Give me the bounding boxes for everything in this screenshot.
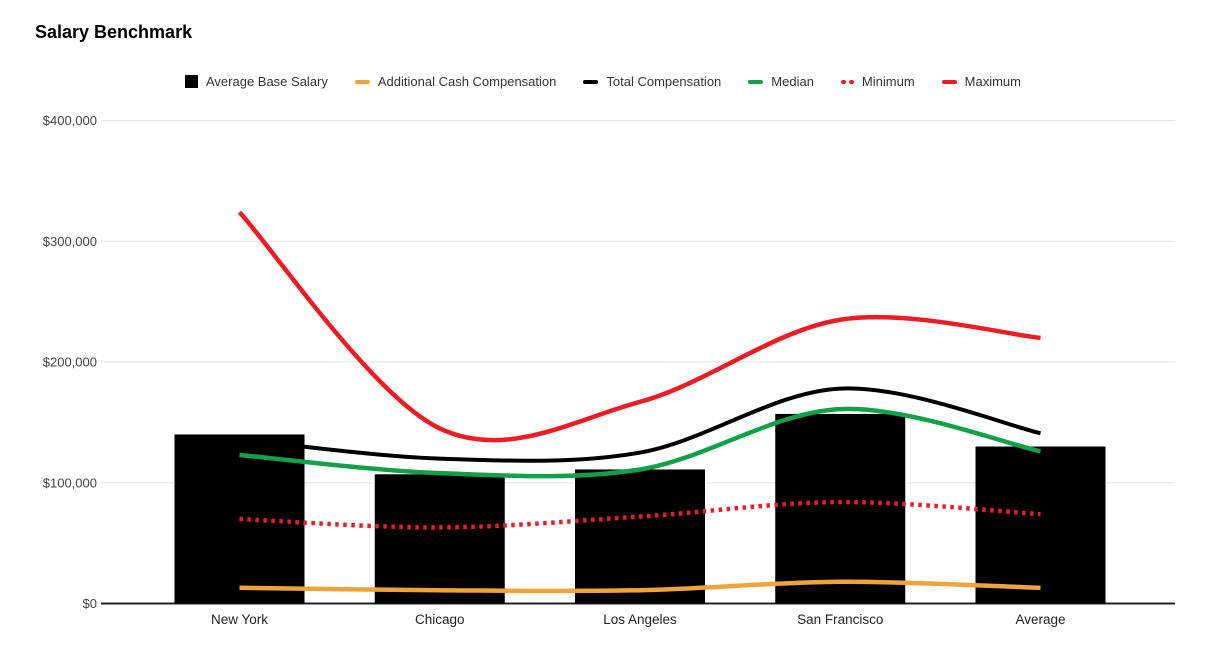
legend-line-swatch-icon xyxy=(354,79,370,84)
bar-chicago xyxy=(374,474,505,604)
legend-label: Maximum xyxy=(964,74,1021,89)
line-median xyxy=(239,406,1041,479)
legend-label: Total Compensation xyxy=(606,74,722,89)
legend-item-median: Median xyxy=(748,74,814,89)
legend-item-minimum: Minimum xyxy=(840,74,915,89)
legend-item-average-base-salary: Average Base Salary xyxy=(184,74,328,89)
legend-item-total-compensation: Total Compensation xyxy=(583,74,721,89)
y-axis-tick-label: $100,000 xyxy=(43,475,97,490)
y-axis-tick-label: $400,000 xyxy=(43,113,97,128)
legend-label: Average Base Salary xyxy=(205,74,328,89)
legend-label: Additional Cash Compensation xyxy=(377,74,557,89)
line-additional-cash-compensation xyxy=(239,579,1041,594)
legend-item-maximum: Maximum xyxy=(941,74,1021,89)
line-maximum xyxy=(237,210,1041,443)
legend-label: Median xyxy=(771,74,814,89)
legend-line-swatch-icon xyxy=(583,79,599,84)
chart-legend: Average Base Salary Additional Cash Compe… xyxy=(0,74,1206,89)
line-minimum xyxy=(239,499,1041,530)
x-axis-category-label: San Francisco xyxy=(797,612,883,627)
legend-item-additional-cash-compensation: Additional Cash Compensation xyxy=(354,74,557,89)
bar-average xyxy=(975,446,1106,604)
legend-square-swatch-icon xyxy=(184,75,198,88)
bar-los-angeles xyxy=(575,469,705,604)
x-axis-category-label: Los Angeles xyxy=(603,612,677,627)
legend-line-swatch-icon xyxy=(941,79,957,84)
legend-label: Minimum xyxy=(861,74,915,89)
legend-line-swatch-icon xyxy=(748,79,764,84)
x-axis-category-label: New York xyxy=(211,612,268,627)
line-total-compensation xyxy=(239,386,1041,463)
bar-san-francisco xyxy=(775,413,906,604)
x-axis-category-label: Average xyxy=(1015,612,1065,627)
y-axis-tick-label: $300,000 xyxy=(43,234,97,249)
legend-dotted-line-swatch-icon xyxy=(840,79,854,84)
y-axis-tick-label: $0 xyxy=(83,596,97,611)
chart-title: Salary Benchmark xyxy=(35,22,193,42)
x-axis-category-label: Chicago xyxy=(415,612,465,627)
y-axis-tick-label: $200,000 xyxy=(43,355,97,370)
